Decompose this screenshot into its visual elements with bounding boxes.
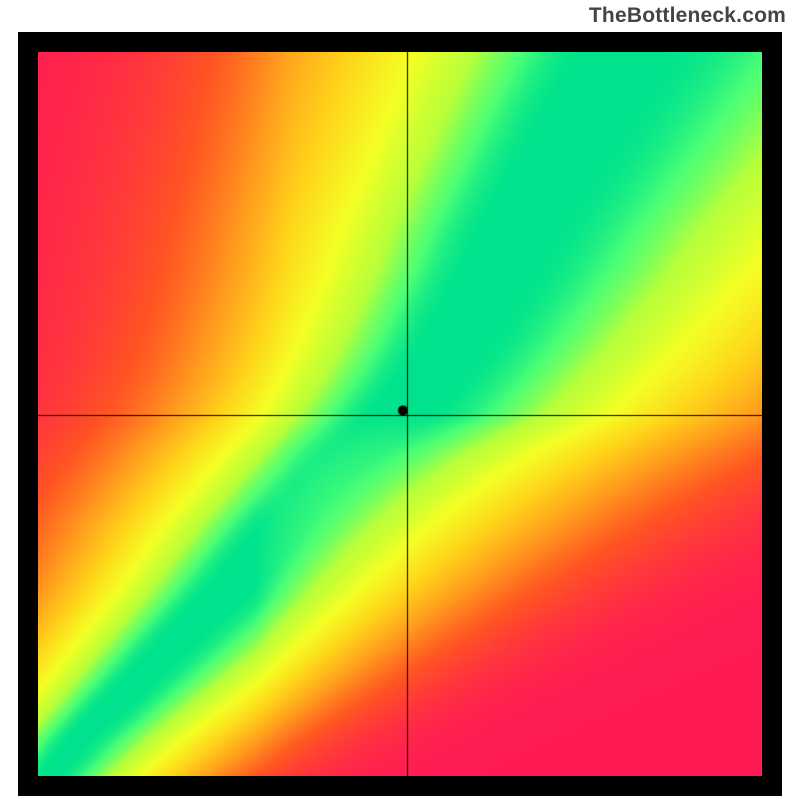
chart-container: TheBottleneck.com (0, 0, 800, 800)
heatmap-canvas (38, 52, 762, 776)
plot-frame (18, 32, 782, 796)
watermark-text: TheBottleneck.com (589, 4, 786, 28)
